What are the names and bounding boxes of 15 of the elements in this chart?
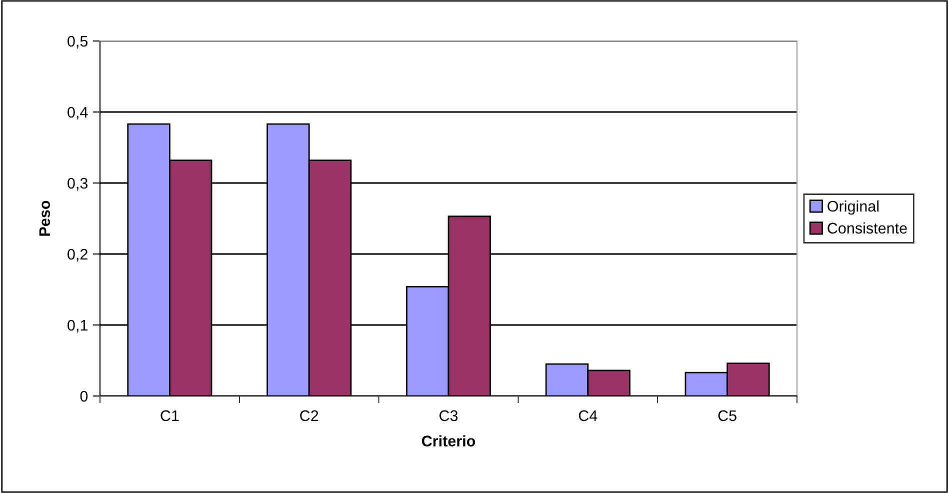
x-tick-label: C1: [160, 410, 179, 422]
y-tick-label: 0,4: [68, 106, 88, 120]
y-tick-label: 0: [80, 390, 88, 402]
y-tick-label: 0,3: [68, 178, 88, 190]
y-axis-title: Peso: [39, 200, 50, 236]
x-tick-label: C3: [440, 410, 458, 422]
legend-label: Consistente: [828, 222, 907, 234]
y-tick-label: 0,1: [68, 320, 88, 332]
y-tick-label: 0,5: [68, 36, 88, 48]
y-tick-label: 0,2: [68, 248, 88, 262]
x-axis-title: Criterio: [422, 435, 476, 446]
x-tick-label: C5: [718, 410, 736, 422]
legend-label: Original: [828, 200, 879, 215]
x-tick-label: C2: [300, 410, 318, 422]
x-tick-label: C4: [578, 410, 598, 422]
